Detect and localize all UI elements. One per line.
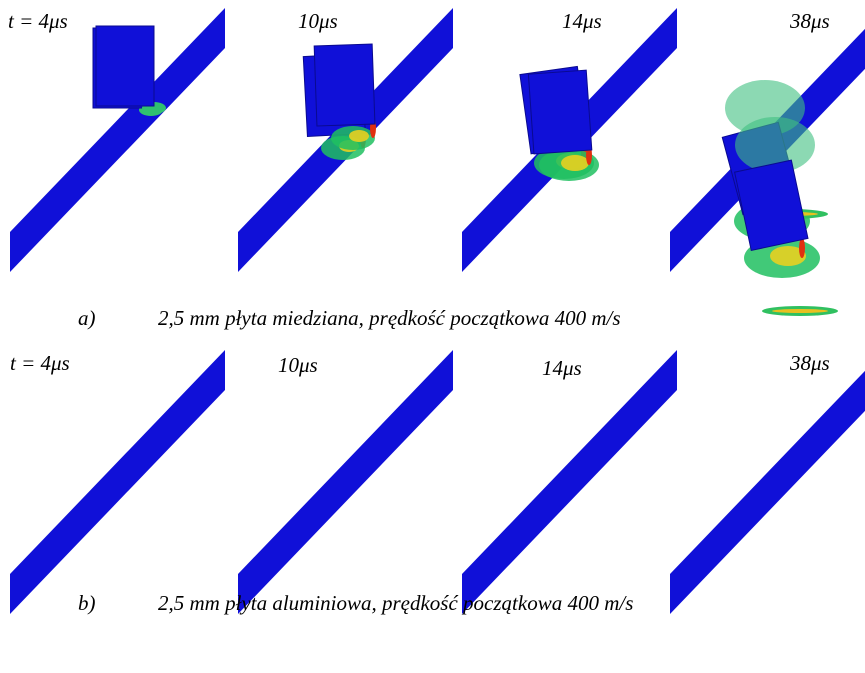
time-label: t = 4μs [8,9,68,33]
time-label: 14μs [542,356,582,380]
figure: t = 4μs 10μs 14μs 38μs a) 2,5 mm płyta m… [0,0,865,673]
time-label: 38μs [789,351,830,375]
stress-zone [799,238,805,258]
panel-label: a) [78,306,96,330]
plate [462,350,677,614]
plate [670,350,865,614]
debris [772,309,828,313]
plate [238,350,453,614]
time-label: 10μs [278,353,318,377]
time-label: t = 4μs [10,351,70,375]
projectile [528,70,591,154]
time-label: 10μs [298,9,338,33]
panel-caption: 2,5 mm płyta aluminiowa, prędkość począt… [158,591,633,615]
projectile [96,26,154,106]
projectile [314,44,375,126]
time-label: 14μs [562,9,602,33]
projectile [735,160,808,250]
stress-zone [561,155,589,171]
time-label: 38μs [789,9,830,33]
stress-zone [349,130,369,142]
plate [10,350,225,614]
panel-label: b) [78,591,96,615]
panel-caption: 2,5 mm płyta miedziana, prędkość początk… [158,306,621,330]
